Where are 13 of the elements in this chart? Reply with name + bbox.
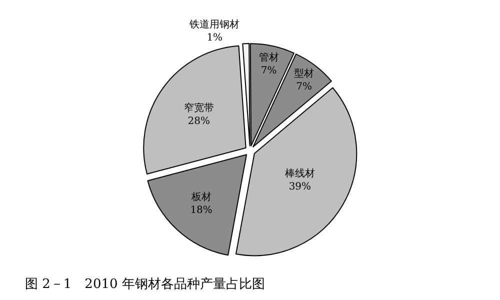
data-label: 28% [188, 116, 210, 127]
slice-label: 窄宽带 [184, 102, 214, 114]
data-label: 7% [260, 65, 277, 76]
text: 图 2－1 2010 年钢材各品种产量占比图 [25, 277, 265, 292]
slice-label: 铁道用钢材 [188, 18, 240, 31]
data-label: 18% [190, 204, 212, 216]
data-label: 1% [206, 32, 223, 44]
data-label: 7% [296, 82, 312, 93]
slice-label: 型材 [294, 68, 314, 80]
slice-label: 棒线材 [284, 167, 315, 180]
data-label: 39% [288, 181, 312, 192]
slice-label: 板材 [190, 190, 212, 203]
slice-label: 管材 [258, 51, 279, 64]
